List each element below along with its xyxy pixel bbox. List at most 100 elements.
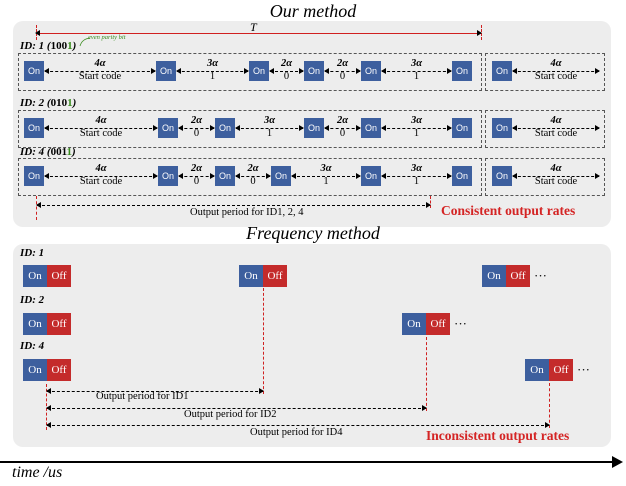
freq-id1-period-text: Output period for ID1 xyxy=(96,391,189,402)
interval-arrow xyxy=(44,173,158,179)
row-label-prefix: ID: 1 ( xyxy=(20,40,51,52)
interval-arrow xyxy=(324,68,361,74)
period-arrow xyxy=(35,30,482,36)
freq-id2-end-marker xyxy=(426,337,427,411)
interval-arrow xyxy=(381,173,452,179)
on-pulse: On xyxy=(24,166,44,186)
continuation-ellipsis: ··· xyxy=(534,268,547,283)
interval-length: 2α xyxy=(280,58,293,69)
our-method-title: Our method xyxy=(269,1,357,21)
parity-note-arrow xyxy=(79,37,91,47)
interval-meaning: 1 xyxy=(323,176,329,187)
time-axis-arrowhead xyxy=(612,456,623,468)
interval-arrow xyxy=(44,68,156,74)
parity-note: even parity bit xyxy=(88,34,126,41)
freq-id1-end-marker xyxy=(263,288,264,394)
our-row-3-frame xyxy=(18,158,482,196)
on-pulse: On xyxy=(271,166,291,186)
freq-id4-period-arrow xyxy=(46,422,550,428)
interval-arrow xyxy=(235,125,304,131)
row-label-prefix: ID: 2 ( xyxy=(20,97,51,109)
row-parity-bit: 1 xyxy=(67,40,73,52)
on-state: On xyxy=(23,359,47,381)
our-row-1-label: ID: 1 (1001) xyxy=(20,40,76,52)
interval-length: 4α xyxy=(550,115,562,126)
interval-arrow xyxy=(381,125,452,131)
interval-arrow xyxy=(512,125,600,131)
on-pulse: On xyxy=(492,61,512,81)
freq-id4-end-marker xyxy=(549,383,550,428)
interval-meaning: 1 xyxy=(413,71,420,82)
interval-meaning: 1 xyxy=(209,71,216,82)
consistent-rates-text: Consistent output rates xyxy=(441,203,576,218)
freq-id4-period-text: Output period for ID4 xyxy=(250,427,343,438)
interval-length: 4α xyxy=(95,115,107,126)
freq-id2-period-text: Output period for ID2 xyxy=(184,409,277,420)
on-state: On xyxy=(525,359,549,381)
interval-arrow xyxy=(178,173,215,179)
on-pulse: On xyxy=(492,166,512,186)
freq-id1-period-arrow xyxy=(46,388,264,394)
on-state: On xyxy=(482,265,506,287)
interval-length: 2α xyxy=(247,163,259,174)
off-state: Off xyxy=(549,359,573,381)
row-code-bits: 001 xyxy=(50,146,67,158)
time-axis-line xyxy=(0,461,614,463)
interval-arrow xyxy=(512,173,600,179)
interval-length: 4α xyxy=(550,163,562,174)
interval-length: 2α xyxy=(336,58,349,69)
row-label-prefix: ID: 4 ( xyxy=(20,146,51,158)
interval-arrow xyxy=(269,68,304,74)
interval-meaning: 0 xyxy=(193,176,200,187)
on-pulse: On xyxy=(492,118,512,138)
off-state: Off xyxy=(47,265,71,287)
frequency-method-title: Frequency method xyxy=(246,223,380,243)
on-pulse: On xyxy=(158,166,178,186)
our-row-1-next-frame xyxy=(485,53,605,91)
off-state: Off xyxy=(263,265,287,287)
interval-meaning: Start code xyxy=(534,128,578,139)
on-state: On xyxy=(239,265,263,287)
freq-id4-label: ID: 4 xyxy=(20,340,45,352)
on-pulse: On xyxy=(249,61,269,81)
on-pulse: On xyxy=(215,118,235,138)
interval-meaning: Start code xyxy=(79,128,123,139)
interval-length: 2α xyxy=(336,115,349,126)
on-pulse: On xyxy=(215,166,235,186)
off-state: Off xyxy=(506,265,530,287)
interval-meaning: Start code xyxy=(79,176,123,187)
interval-meaning: Start code xyxy=(534,176,578,187)
interval-arrow xyxy=(381,68,452,74)
interval-meaning: 0 xyxy=(193,128,200,139)
on-pulse: On xyxy=(452,118,472,138)
row-label-suffix: ) xyxy=(71,146,76,158)
interval-length: 2α xyxy=(190,163,203,174)
interval-length: 3α xyxy=(320,163,332,174)
our-row-2-next-frame xyxy=(485,110,605,148)
interval-meaning: 1 xyxy=(266,128,273,139)
our-row-3-next-frame xyxy=(485,158,605,196)
interval-meaning: 0 xyxy=(339,128,346,139)
period-label: T xyxy=(250,20,257,34)
on-pulse: On xyxy=(361,166,381,186)
our-row-1-frame xyxy=(18,53,482,91)
interval-meaning: Start code xyxy=(78,71,122,82)
our-row-3-label: ID: 4 (0011) xyxy=(20,146,76,158)
interval-meaning: 0 xyxy=(283,71,290,82)
row-label-suffix: ) xyxy=(72,40,77,52)
row-parity-bit: 1 xyxy=(67,97,73,109)
interval-arrow xyxy=(324,125,361,131)
interval-arrow xyxy=(291,173,361,179)
interval-length: 2α xyxy=(190,115,203,126)
on-state: On xyxy=(402,313,426,335)
continuation-ellipsis: ··· xyxy=(577,362,590,377)
on-pulse: On xyxy=(452,61,472,81)
on-pulse: On xyxy=(304,61,324,81)
row-code-bits: 010 xyxy=(50,97,68,109)
off-state: Off xyxy=(47,313,71,335)
output-period-text: Output period for ID1, 2, 4 xyxy=(190,207,304,218)
interval-meaning: 1 xyxy=(413,128,420,139)
interval-length: 4α xyxy=(94,58,106,69)
off-state: Off xyxy=(47,359,71,381)
off-state: Off xyxy=(426,313,450,335)
